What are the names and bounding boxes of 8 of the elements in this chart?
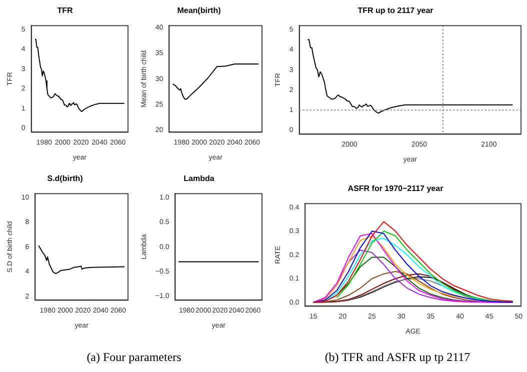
chart-title: Mean(birth) xyxy=(177,6,222,16)
chart-title: S.d(birth) xyxy=(47,174,84,184)
chart-title: TFR xyxy=(57,6,73,16)
chart-title: TFR up to 2117 year xyxy=(358,6,434,16)
text: (b) TFR and ASFR up tp 2117 xyxy=(324,350,472,365)
text: (a) Four parameters xyxy=(86,350,182,365)
chart-title: Lambda xyxy=(184,174,215,184)
chart-title: ASFR for 1970−2117 year xyxy=(348,184,444,194)
